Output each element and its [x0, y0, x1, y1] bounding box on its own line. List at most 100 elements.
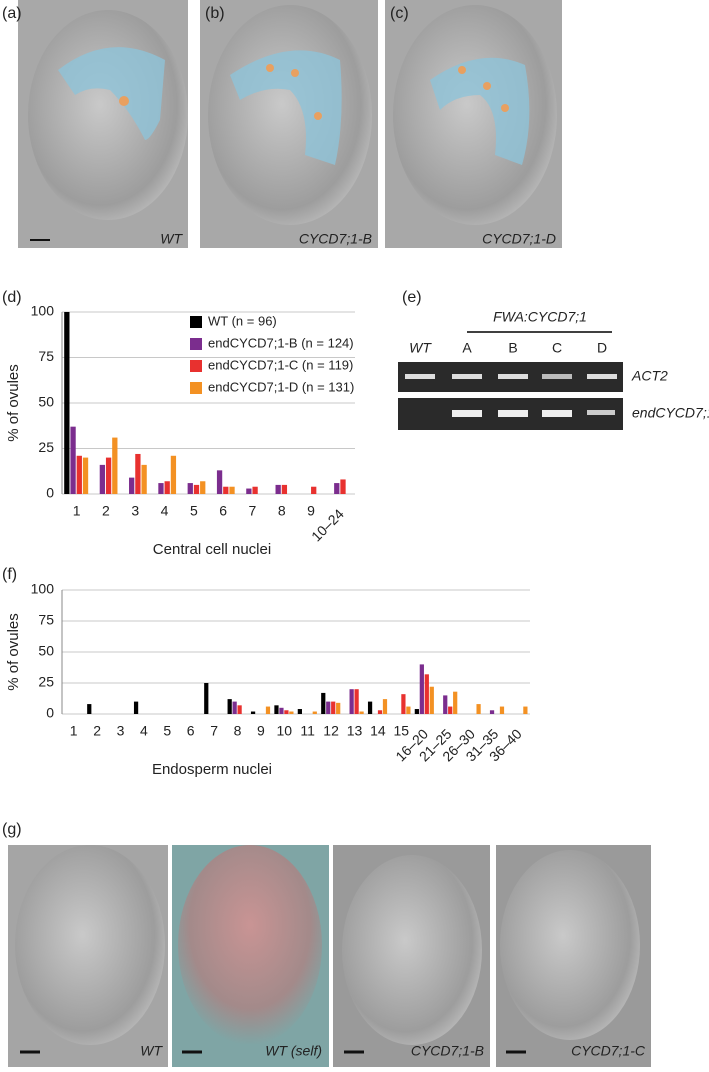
gel: FWA:CYCD7;1 WT A B C D ACT2 endCYCD7;1	[398, 309, 709, 430]
x-tick-label: 13	[347, 723, 363, 739]
bar	[141, 464, 147, 494]
x-tick-label: 1	[73, 503, 81, 519]
x-tick-label: 8	[234, 723, 242, 739]
bar	[499, 706, 505, 714]
x-axis-label: Endosperm nuclei	[152, 761, 272, 778]
y-tick-label: 75	[38, 348, 54, 364]
bar	[424, 674, 429, 714]
bar	[246, 488, 252, 494]
bar	[523, 706, 528, 714]
x-tick-label: 10	[277, 723, 293, 739]
image-caption: CYCD7;1-B	[411, 1043, 484, 1059]
bar	[129, 477, 135, 494]
panel-label: (c)	[390, 5, 409, 22]
x-tick-label: 7	[210, 723, 218, 739]
lane-label: WT	[409, 340, 432, 356]
bar	[265, 706, 271, 714]
bar	[112, 437, 118, 494]
lane-label: A	[462, 340, 472, 356]
x-tick-label: 4	[161, 503, 169, 519]
x-tick-label: 6	[219, 503, 227, 519]
bar	[414, 709, 419, 714]
bar	[429, 686, 434, 714]
x-tick-label: 6	[187, 723, 195, 739]
bar	[453, 691, 458, 714]
y-tick-label: 100	[31, 581, 55, 597]
bar	[105, 457, 112, 494]
panel-label: (b)	[205, 5, 225, 22]
panel-label: (f)	[2, 566, 17, 583]
bar	[64, 312, 70, 494]
bar	[252, 486, 258, 494]
lane-label: B	[508, 340, 517, 356]
bar	[419, 664, 424, 714]
y-tick-label: 25	[38, 674, 54, 690]
legend-label: endCYCD7;1-C (n = 119)	[208, 357, 353, 372]
bar	[382, 699, 388, 714]
bar	[359, 711, 364, 714]
lane-label: C	[552, 340, 562, 356]
y-tick-label: 25	[38, 439, 54, 455]
panel-label: (e)	[402, 289, 422, 306]
bar	[133, 701, 139, 714]
y-axis-label: % of ovules	[5, 613, 22, 691]
x-tick-label: 3	[117, 723, 125, 739]
x-tick-label: 2	[93, 723, 101, 739]
legend-swatch	[190, 360, 202, 372]
bar	[281, 484, 288, 494]
bar	[250, 711, 256, 714]
y-tick-label: 0	[46, 705, 54, 721]
x-tick-label: 8	[278, 503, 286, 519]
bar	[187, 483, 193, 494]
bar	[443, 695, 448, 714]
bar	[193, 484, 200, 494]
bar	[170, 455, 177, 494]
image-caption: WT	[140, 1043, 163, 1059]
bar	[297, 709, 302, 714]
bar	[99, 464, 106, 494]
bar	[279, 707, 284, 714]
legend-swatch	[190, 382, 202, 394]
x-tick-label: 3	[131, 503, 139, 519]
image-caption: CYCD7;1-C	[571, 1043, 646, 1059]
x-tick-label: 5	[163, 723, 171, 739]
bar	[336, 702, 341, 714]
x-tick-label: 7	[249, 503, 257, 519]
bar	[70, 426, 76, 494]
x-tick-label: 1	[70, 723, 78, 739]
legend-label: WT (n = 96)	[208, 313, 277, 328]
y-tick-label: 50	[38, 394, 54, 410]
lane-label: D	[597, 340, 607, 356]
micrograph-a	[18, 0, 188, 248]
x-tick-label: 14	[370, 723, 386, 739]
x-tick-label: 9	[307, 503, 315, 519]
bar	[321, 692, 326, 714]
image-caption: WT (self)	[265, 1043, 322, 1059]
bar	[200, 481, 206, 494]
x-tick-label: 11	[300, 723, 315, 739]
image-caption: CYCD7;1-B	[299, 231, 372, 247]
bar	[367, 701, 373, 714]
bar	[448, 706, 453, 714]
bar	[275, 484, 281, 494]
bar	[232, 701, 237, 714]
bar	[312, 711, 317, 714]
x-tick-label: 9	[257, 723, 265, 739]
x-tick-label: 15	[394, 723, 410, 739]
x-tick-label: 2	[102, 503, 110, 519]
bar	[227, 699, 232, 714]
bar	[76, 455, 82, 494]
bar	[331, 701, 336, 714]
gel-construct: FWA:CYCD7;1	[493, 309, 587, 325]
legend-label: endCYCD7;1-D (n = 131)	[208, 379, 354, 394]
x-tick-label: 12	[323, 723, 339, 739]
panel-label: (d)	[2, 289, 22, 306]
micrograph-b	[200, 0, 378, 248]
legend-swatch	[190, 338, 202, 350]
legend-label: endCYCD7;1-B (n = 124)	[208, 335, 354, 350]
bar	[87, 704, 92, 714]
bar	[401, 694, 406, 714]
x-tick-label: 5	[190, 503, 198, 519]
bar	[340, 479, 346, 494]
